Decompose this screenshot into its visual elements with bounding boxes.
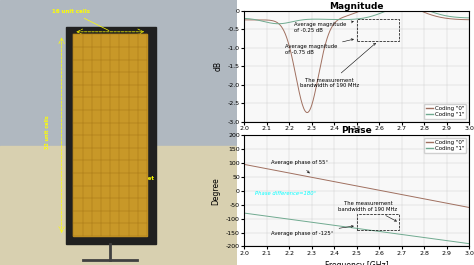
- Text: Average magnitude
of -0.75 dB: Average magnitude of -0.75 dB: [284, 39, 354, 55]
- Text: Bracket: Bracket: [112, 156, 155, 181]
- Bar: [66, 26, 156, 244]
- Text: 16 unit cells: 16 unit cells: [52, 9, 109, 30]
- Legend: Coding "0", Coding "1": Coding "0", Coding "1": [424, 138, 466, 153]
- Legend: Coding "0", Coding "1": Coding "0", Coding "1": [424, 104, 466, 119]
- Y-axis label: dB: dB: [213, 61, 222, 71]
- Text: Average phase of 55°: Average phase of 55°: [271, 161, 328, 173]
- X-axis label: Frequency [GHz]: Frequency [GHz]: [325, 137, 389, 146]
- Title: Magnitude: Magnitude: [329, 2, 384, 11]
- Text: 32 unit cells: 32 unit cells: [45, 116, 50, 149]
- Text: Average phase of -125°: Average phase of -125°: [271, 225, 353, 236]
- Y-axis label: Degree: Degree: [211, 177, 220, 205]
- Bar: [357, 19, 400, 41]
- Text: The measurement
bandwidth of 190 MHz: The measurement bandwidth of 190 MHz: [338, 201, 398, 221]
- Bar: [0, 0, 237, 146]
- Bar: [0, 146, 237, 265]
- Bar: [357, 214, 400, 230]
- Text: Average magnitude
of -0.25 dB: Average magnitude of -0.25 dB: [294, 21, 353, 33]
- Text: Phase difference=180°: Phase difference=180°: [255, 191, 317, 196]
- Text: The measurement
bandwidth of 190 MHz: The measurement bandwidth of 190 MHz: [300, 43, 375, 88]
- X-axis label: Frequency [GHz]: Frequency [GHz]: [325, 261, 389, 265]
- Title: Phase: Phase: [341, 126, 372, 135]
- Bar: [73, 34, 147, 236]
